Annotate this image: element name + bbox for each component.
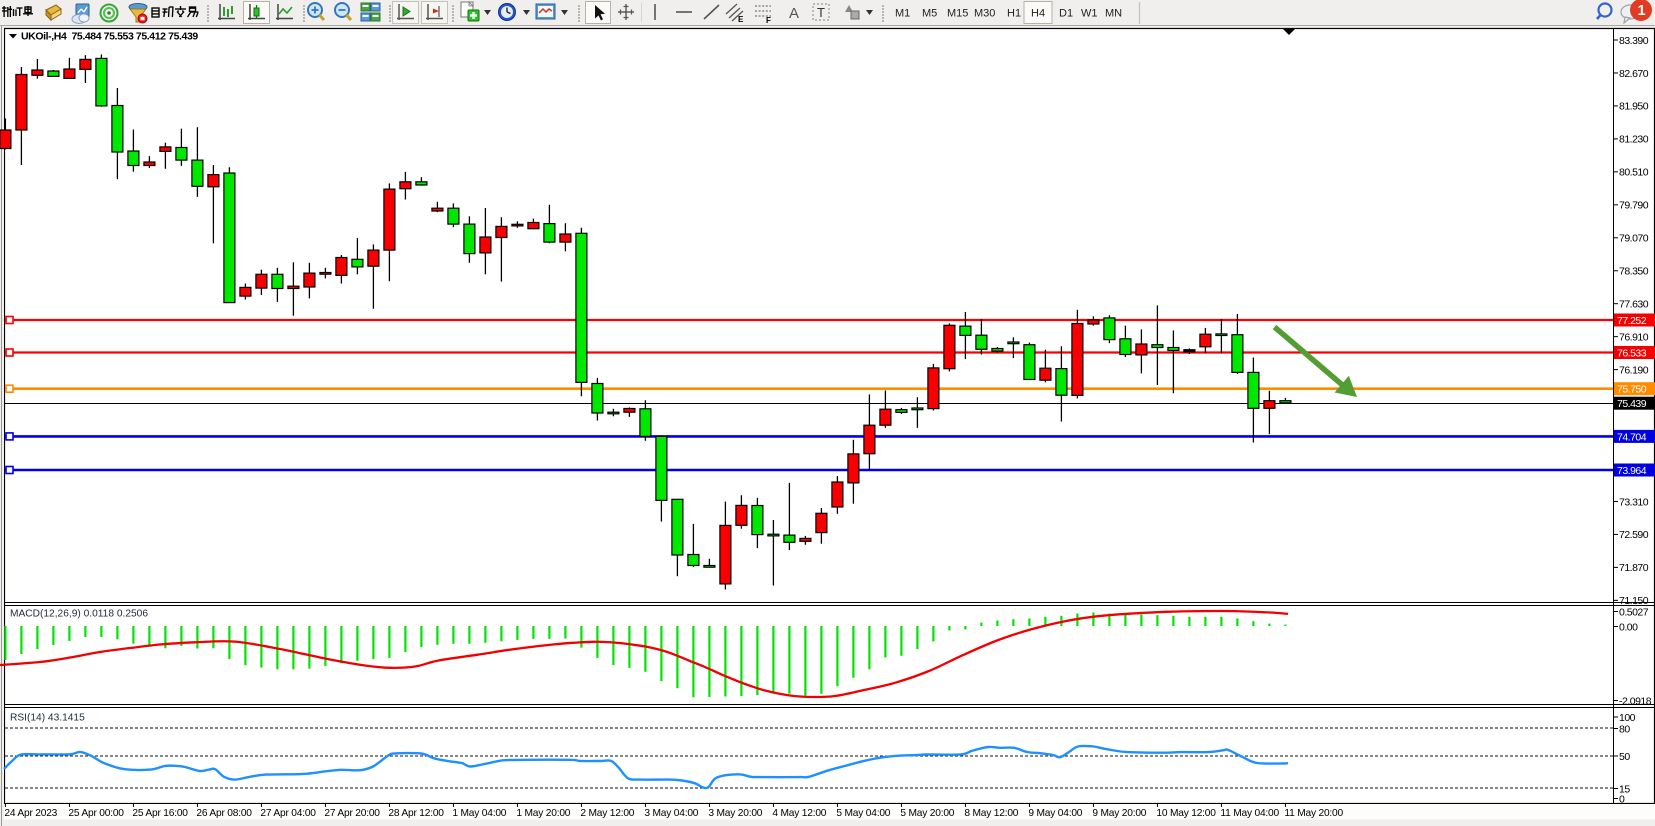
svg-text:25 Apr 00:00: 25 Apr 00:00 [68, 808, 124, 819]
svg-text:3 May 04:00: 3 May 04:00 [644, 808, 698, 819]
svg-text:82.670: 82.670 [1619, 68, 1649, 80]
svg-text:50: 50 [1619, 751, 1630, 763]
svg-text:5 May 20:00: 5 May 20:00 [900, 808, 954, 819]
svg-text:T: T [817, 5, 825, 20]
svg-text:MN: MN [1105, 8, 1122, 20]
svg-text:76.190: 76.190 [1619, 364, 1649, 376]
svg-text:15: 15 [1619, 783, 1630, 795]
svg-text:D1: D1 [1059, 8, 1073, 20]
svg-text:81.230: 81.230 [1619, 134, 1649, 146]
svg-text:MACD(12,26,9) 0.0118 0.2506: MACD(12,26,9) 0.0118 0.2506 [10, 609, 148, 620]
svg-text:71.870: 71.870 [1619, 562, 1649, 574]
svg-text:25 Apr 16:00: 25 Apr 16:00 [132, 808, 188, 819]
svg-text:E: E [738, 15, 744, 24]
svg-text:0.5027: 0.5027 [1619, 606, 1649, 618]
svg-text:1: 1 [1638, 3, 1646, 19]
svg-text:0.00: 0.00 [1619, 621, 1638, 633]
svg-text:H1: H1 [1007, 8, 1021, 20]
svg-text:79.070: 79.070 [1619, 233, 1649, 245]
svg-text:72.590: 72.590 [1619, 529, 1649, 541]
svg-text:76.910: 76.910 [1619, 331, 1649, 343]
svg-text:76.533: 76.533 [1617, 348, 1647, 360]
svg-text:80: 80 [1619, 723, 1630, 735]
svg-text:1 May 04:00: 1 May 04:00 [452, 808, 506, 819]
svg-text:1 May 20:00: 1 May 20:00 [516, 808, 570, 819]
svg-text:77.252: 77.252 [1617, 315, 1647, 327]
svg-text:73.310: 73.310 [1619, 496, 1649, 508]
svg-text:H4: H4 [1031, 8, 1045, 20]
svg-text:75.750: 75.750 [1617, 384, 1647, 396]
svg-text:27 Apr 20:00: 27 Apr 20:00 [324, 808, 380, 819]
svg-text:9 May 20:00: 9 May 20:00 [1092, 808, 1146, 819]
svg-text:74.704: 74.704 [1617, 431, 1647, 443]
svg-text:28 Apr 12:00: 28 Apr 12:00 [388, 808, 444, 819]
svg-text:2 May 12:00: 2 May 12:00 [580, 808, 634, 819]
svg-text:11 May 20:00: 11 May 20:00 [1284, 808, 1343, 819]
svg-text:M15: M15 [947, 8, 968, 20]
svg-text:75.439: 75.439 [1617, 398, 1647, 410]
svg-text:100: 100 [1619, 712, 1636, 724]
svg-text:5 May 04:00: 5 May 04:00 [836, 808, 890, 819]
svg-text:27 Apr 04:00: 27 Apr 04:00 [260, 808, 316, 819]
svg-text:11 May 04:00: 11 May 04:00 [1220, 808, 1279, 819]
svg-text:-2.0918: -2.0918 [1619, 695, 1652, 707]
svg-text:8 May 12:00: 8 May 12:00 [964, 808, 1018, 819]
svg-text:24 Apr 2023: 24 Apr 2023 [4, 808, 57, 819]
svg-text:10 May 12:00: 10 May 12:00 [1156, 808, 1216, 819]
svg-text:M5: M5 [922, 8, 937, 20]
svg-text:F: F [766, 16, 771, 25]
svg-text:77.630: 77.630 [1619, 298, 1649, 310]
svg-text:73.964: 73.964 [1617, 465, 1647, 477]
svg-text:M1: M1 [895, 8, 910, 20]
svg-text:A: A [789, 5, 799, 22]
svg-text:M30: M30 [974, 8, 995, 20]
svg-text:83.390: 83.390 [1619, 35, 1649, 47]
svg-text:79.790: 79.790 [1619, 200, 1649, 212]
svg-text:80.510: 80.510 [1619, 167, 1649, 179]
svg-text:3 May 20:00: 3 May 20:00 [708, 808, 762, 819]
svg-text:9 May 04:00: 9 May 04:00 [1028, 808, 1082, 819]
svg-text:81.950: 81.950 [1619, 101, 1649, 113]
svg-text:RSI(14) 43.1415: RSI(14) 43.1415 [10, 713, 85, 724]
svg-text:78.350: 78.350 [1619, 266, 1649, 278]
svg-text:W1: W1 [1081, 8, 1098, 20]
svg-text:4 May 12:00: 4 May 12:00 [772, 808, 826, 819]
svg-text:26 Apr 08:00: 26 Apr 08:00 [196, 808, 252, 819]
svg-text:71.150: 71.150 [1619, 595, 1649, 607]
svg-text:UKOil-,H4 75.484 75.553 75.41: UKOil-,H4 75.484 75.553 75.412 75.439 [21, 31, 198, 43]
svg-text:0: 0 [1619, 793, 1625, 805]
